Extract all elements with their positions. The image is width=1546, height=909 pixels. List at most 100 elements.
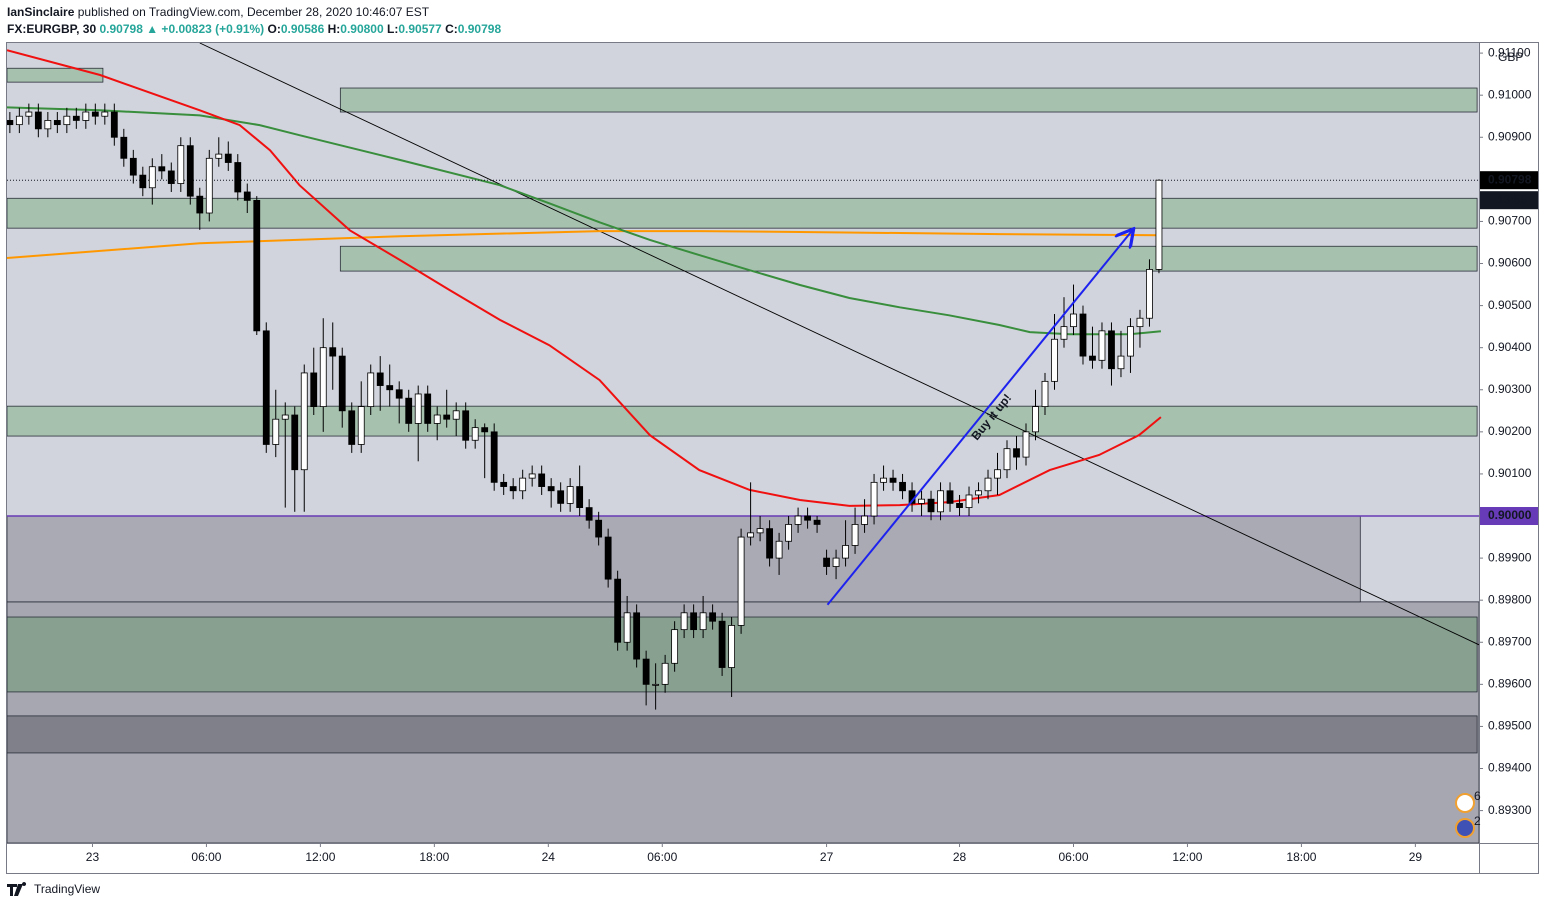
zone <box>7 515 1361 603</box>
candle-body <box>1146 269 1153 319</box>
event-badge <box>1455 818 1475 838</box>
candle-body <box>623 612 631 643</box>
y-tick-label: 0.89600 <box>1488 677 1532 691</box>
x-tick-label: 27 <box>820 850 834 864</box>
zone <box>339 245 1478 272</box>
candle-body <box>63 115 71 126</box>
x-tick-label: 12:00 <box>305 850 335 864</box>
candle-body <box>595 519 603 538</box>
h-value: 0.90800 <box>340 22 384 36</box>
y-tick-label: 0.91100 <box>1488 45 1531 59</box>
candle-body <box>918 498 925 504</box>
moving-average <box>7 49 1162 507</box>
candle-body <box>25 111 33 117</box>
candle-body <box>1117 355 1125 370</box>
countdown: 13:55 <box>1497 192 1527 206</box>
level-label-box <box>1480 507 1538 526</box>
candle-body <box>386 385 394 391</box>
candle-body <box>44 120 52 130</box>
candle-body <box>319 347 327 407</box>
candle-body <box>1051 338 1058 382</box>
last: 0.90798 <box>99 22 143 36</box>
l-label: L: <box>387 22 398 36</box>
candle-body <box>709 612 717 622</box>
candle-body <box>889 477 897 483</box>
y-tick-label: 0.90200 <box>1488 424 1532 438</box>
candle-body <box>167 170 175 184</box>
candle-body <box>671 629 679 664</box>
y-tick-label: 0.91000 <box>1488 87 1532 101</box>
last-price-label: 0.90798 <box>1488 172 1532 186</box>
zone <box>7 715 1478 754</box>
candle-body <box>956 502 963 508</box>
candle-body <box>994 469 1001 479</box>
candle-body <box>148 166 156 189</box>
candle-body <box>1098 330 1106 361</box>
y-tick-label: 0.90500 <box>1488 298 1532 312</box>
event-count: 6 <box>1474 789 1481 803</box>
candle-body <box>414 393 422 424</box>
currency: GBP <box>1498 50 1523 64</box>
candle-body <box>7 120 14 126</box>
candle-body <box>120 136 128 159</box>
candle-body <box>652 683 660 686</box>
y-tick-label: 0.89400 <box>1488 761 1532 775</box>
candle-body <box>186 145 194 197</box>
candle-body <box>158 166 166 172</box>
trend-line <box>199 43 1479 646</box>
candle-body <box>129 157 137 176</box>
candle-body <box>775 540 783 559</box>
header-line-1: IanSinclaire published on TradingView.co… <box>7 5 430 19</box>
candle-body <box>785 524 792 542</box>
candle-body <box>291 414 299 471</box>
candle-body <box>310 372 318 407</box>
candle-body <box>519 477 527 492</box>
candle-body <box>1022 431 1030 458</box>
candle-body <box>1079 313 1087 357</box>
brand: TradingView <box>34 882 100 896</box>
published: published on TradingView.com, December 2… <box>78 5 430 19</box>
candle-body <box>300 372 308 471</box>
candle-body <box>1089 355 1096 361</box>
candle-body <box>243 191 251 201</box>
x-tick-label: 28 <box>953 850 967 864</box>
zone <box>7 67 104 83</box>
candle-body <box>367 372 375 407</box>
candle-body <box>794 515 802 525</box>
x-tick-label: 18:00 <box>1286 850 1316 864</box>
candle-body <box>1108 330 1115 370</box>
candle-body <box>234 162 242 193</box>
candle-body <box>576 486 584 508</box>
h-label: H: <box>328 22 341 36</box>
candle-body <box>1127 326 1134 357</box>
candle-body <box>1070 313 1077 328</box>
l-value: 0.90577 <box>398 22 442 36</box>
candle-body <box>756 528 764 534</box>
candle-body <box>718 620 726 668</box>
y-tick-label: 0.90600 <box>1488 256 1532 270</box>
candle-body <box>585 507 593 521</box>
x-tick-label: 29 <box>1409 850 1423 864</box>
candle-body <box>747 532 754 538</box>
x-tick-label: 06:00 <box>1058 850 1088 864</box>
o-label: O: <box>268 22 281 36</box>
candle-body <box>348 410 356 445</box>
candle-body <box>851 524 859 546</box>
zone <box>7 197 1478 229</box>
candle-body <box>557 490 565 504</box>
candle-body <box>329 347 337 357</box>
symbol: FX:EURGBP, 30 <box>7 22 96 36</box>
candle-body <box>281 414 289 420</box>
candle-body <box>680 612 688 631</box>
countdown-box <box>1480 191 1538 210</box>
candle-body <box>842 545 849 559</box>
y-tick-label: 0.90100 <box>1488 466 1532 480</box>
last-price-label-box <box>1480 171 1538 190</box>
candle-body <box>880 477 887 483</box>
candle-body <box>899 481 906 492</box>
candle-body <box>110 111 118 138</box>
candle-body <box>91 111 99 117</box>
x-tick-label: 12:00 <box>1172 850 1202 864</box>
candle-body <box>357 406 365 445</box>
candle-body <box>984 477 992 492</box>
